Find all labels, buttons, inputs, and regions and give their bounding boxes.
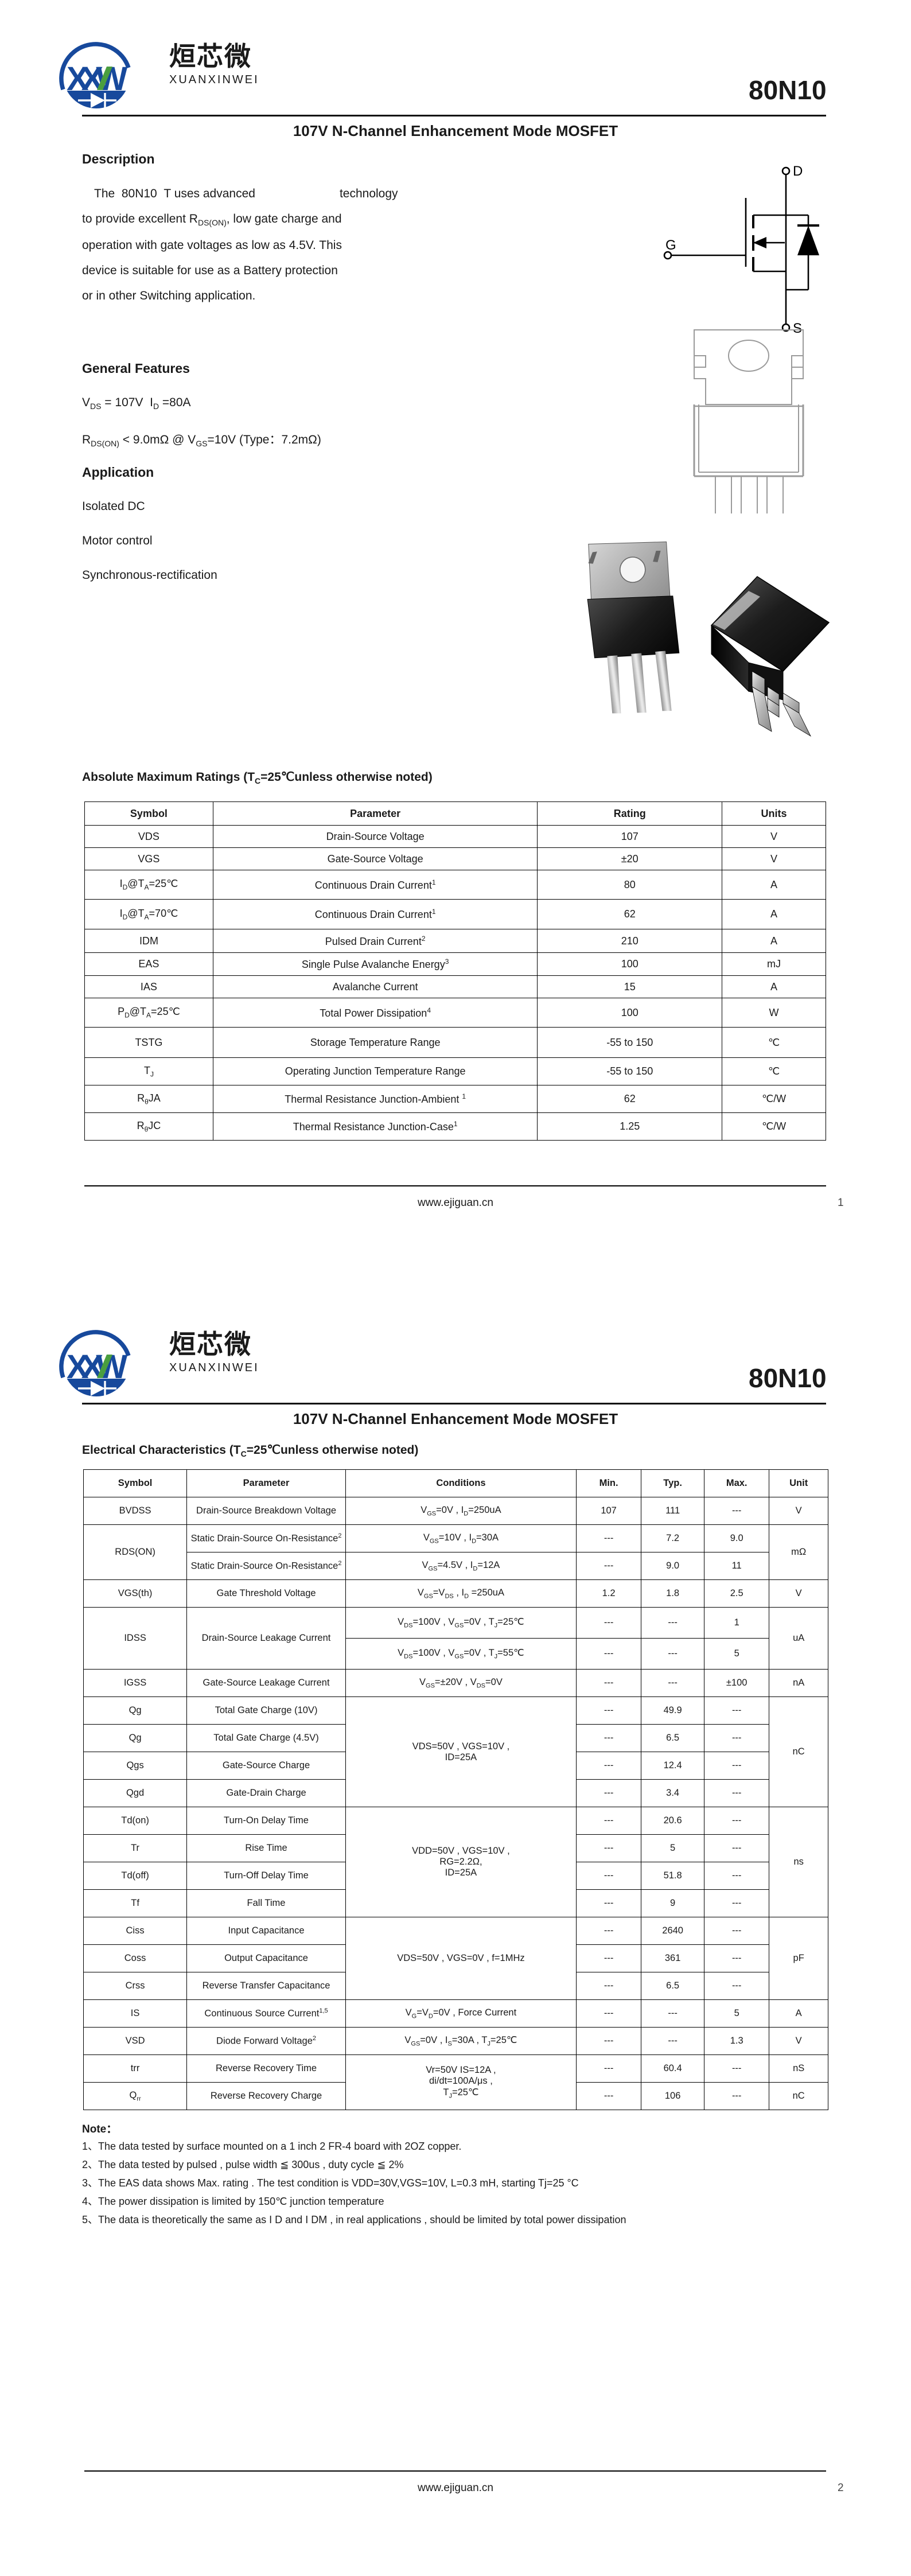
svg-text:D: D — [793, 164, 803, 179]
svg-text:XXW: XXW — [67, 60, 127, 98]
svg-text:G: G — [665, 238, 676, 253]
svg-text:XXW: XXW — [67, 1348, 127, 1386]
